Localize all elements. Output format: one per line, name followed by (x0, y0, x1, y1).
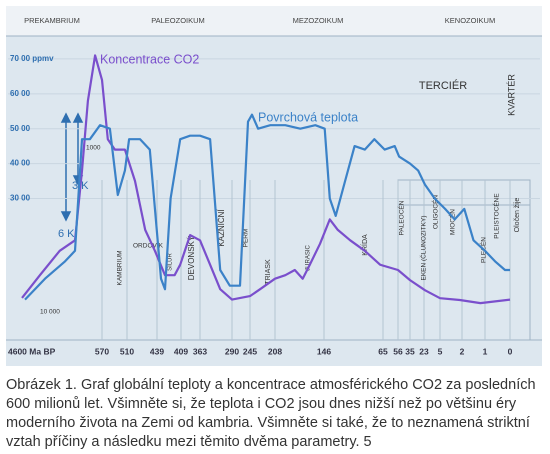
y-tick-label: 70 00 ppmv (10, 54, 54, 63)
x-tick-label: 35 (405, 346, 415, 356)
period-label: DEVONSKÝ (187, 235, 196, 280)
y-tick-label: 30 00 (10, 194, 31, 203)
chart-background (6, 6, 542, 366)
caption: Obrázek 1. Graf globální teploty a konce… (6, 377, 536, 450)
series-line (21, 54, 511, 305)
x-tick-label: 439 (150, 346, 164, 356)
x-tick-label: 290 (225, 346, 239, 356)
era-label: MEZOZOIKUM (293, 16, 344, 25)
period-label: PALEOCÉN (397, 200, 406, 235)
era-label: KENOZOIKUM (445, 16, 495, 25)
period-label: ORDOVIK (133, 243, 164, 250)
annotation: 6 K (58, 228, 75, 240)
period-label: KŘÍDA (360, 234, 369, 256)
x-tick-label: 363 (193, 346, 207, 356)
y-tick-label: 50 00 (10, 124, 31, 133)
x-tick-label: 23 (419, 346, 429, 356)
x-tick-label: 570 (95, 346, 109, 356)
series-label: Koncentrace CO2 (100, 52, 199, 66)
x-tick-label: 5 (438, 346, 443, 356)
x-tick-label: 245 (243, 346, 257, 356)
period-label: MIOCÉN (448, 209, 457, 235)
era-band (6, 6, 542, 36)
x-tick-label: 2 (460, 346, 465, 356)
x-tick-label: 409 (174, 346, 188, 356)
series-label: Povrchová teplota (258, 110, 358, 124)
period-label: PERM (243, 229, 250, 248)
period-label: TRIASK (265, 259, 272, 285)
chart: 70 00 ppmv 60 00 50 00 40 00 30 00 4600 Ma BP… (6, 6, 542, 366)
period-label: TERCIÉR (419, 79, 467, 92)
period-label: JURASIC (306, 244, 312, 270)
period-label: KAMBRIUM (117, 250, 124, 285)
x-tick-label: 208 (268, 346, 282, 356)
era-label: PALEOZOIKUM (151, 16, 205, 25)
period-label: KVARTÉR (506, 74, 516, 116)
period-label: PLEISTOCÉNE (492, 193, 501, 239)
period-label: SILUR (168, 252, 174, 270)
x-tick-label: 146 (317, 346, 331, 356)
series-line (24, 113, 510, 301)
period-label: KAZNIČNÍ (217, 209, 226, 247)
x-tick-label: 0 (508, 346, 513, 356)
x-tick-label: 1 (483, 346, 488, 356)
x-tick-label: 510 (120, 346, 134, 356)
x-tick-label: 56 (393, 346, 403, 356)
period-label: OLIGOCÉN (431, 195, 440, 230)
x-tick-label: 4600 Ma BP (8, 346, 56, 356)
era-label: PREKAMBRIUM (24, 16, 80, 25)
period-label: Oločen žije (514, 198, 521, 233)
annotation: 1000 (86, 145, 101, 152)
period-label: EKEN (ČLUNOZITKY) (419, 215, 428, 280)
x-tick-label: 65 (378, 346, 388, 356)
y-tick-label: 40 00 (10, 159, 31, 168)
y-tick-label: 60 00 (10, 89, 31, 98)
annotation: 10 000 (40, 309, 60, 316)
